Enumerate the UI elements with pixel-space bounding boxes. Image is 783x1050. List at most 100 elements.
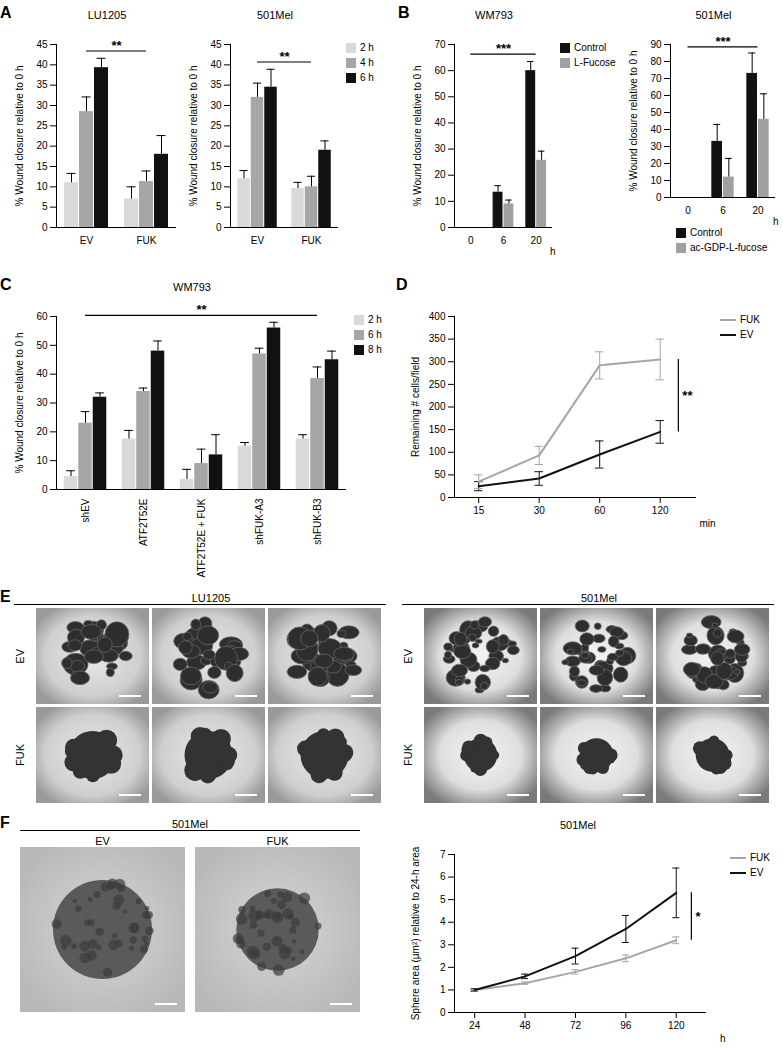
svg-text:50: 50 <box>434 91 446 102</box>
svg-text:10: 10 <box>36 181 48 192</box>
svg-text:6: 6 <box>440 871 446 882</box>
svg-text:90: 90 <box>650 39 662 50</box>
svg-text:**: ** <box>111 38 122 53</box>
svg-text:350: 350 <box>429 333 446 344</box>
svg-text:30: 30 <box>650 141 662 152</box>
svg-text:0: 0 <box>440 492 446 503</box>
svg-text:20: 20 <box>434 169 446 180</box>
svg-text:FUK: FUK <box>137 235 157 246</box>
svg-text:30: 30 <box>36 397 48 408</box>
svg-text:0: 0 <box>216 222 222 233</box>
svg-text:96: 96 <box>620 1020 632 1031</box>
svg-text:6: 6 <box>501 235 507 246</box>
svg-text:min: min <box>699 518 715 529</box>
svg-text:0: 0 <box>656 192 662 203</box>
svg-text:**: ** <box>279 49 290 64</box>
svg-text:0: 0 <box>440 222 446 233</box>
svg-text:30: 30 <box>534 505 546 516</box>
svg-text:150: 150 <box>429 424 446 435</box>
svg-text:35: 35 <box>210 79 222 90</box>
svg-text:Sphere area (µm²) relative to: Sphere area (µm²) relative to 24-h area <box>410 846 421 1020</box>
svg-text:40: 40 <box>210 59 222 70</box>
svg-text:10: 10 <box>36 455 48 466</box>
svg-text:40: 40 <box>434 117 446 128</box>
svg-text:400: 400 <box>429 311 446 322</box>
svg-text:80: 80 <box>650 56 662 67</box>
svg-text:**: ** <box>682 388 693 403</box>
svg-text:60: 60 <box>594 505 606 516</box>
svg-text:1: 1 <box>440 984 446 995</box>
svg-text:***: *** <box>715 34 731 49</box>
svg-text:60: 60 <box>650 90 662 101</box>
svg-text:30: 30 <box>210 100 222 111</box>
svg-text:***: *** <box>496 41 512 56</box>
svg-text:60: 60 <box>434 65 446 76</box>
svg-text:**: ** <box>196 302 207 317</box>
svg-text:*: * <box>695 909 701 924</box>
svg-text:0: 0 <box>440 1007 446 1018</box>
svg-text:2: 2 <box>440 962 446 973</box>
svg-text:25: 25 <box>210 120 222 131</box>
svg-text:40: 40 <box>36 368 48 379</box>
svg-text:300: 300 <box>429 356 446 367</box>
svg-text:25: 25 <box>36 120 48 131</box>
svg-text:20: 20 <box>531 235 543 246</box>
svg-text:h: h <box>773 216 779 227</box>
svg-text:50: 50 <box>36 340 48 351</box>
svg-text:% Wound closure relative to 0: % Wound closure relative to 0 h <box>628 50 639 191</box>
svg-text:% Wound closure relative to 0: % Wound closure relative to 0 h <box>188 65 199 206</box>
svg-text:4: 4 <box>440 916 446 927</box>
svg-text:h: h <box>720 1033 726 1044</box>
svg-text:% Wound closure relative to 0: % Wound closure relative to 0 h <box>14 65 25 206</box>
svg-text:% Wound closure relative to 0: % Wound closure relative to 0 h <box>14 332 25 473</box>
svg-text:shFUK-A3: shFUK-A3 <box>254 498 265 545</box>
svg-text:10: 10 <box>434 196 446 207</box>
svg-text:5: 5 <box>440 894 446 905</box>
svg-text:100: 100 <box>429 446 446 457</box>
svg-text:30: 30 <box>434 143 446 154</box>
svg-text:45: 45 <box>210 39 222 50</box>
svg-text:30: 30 <box>36 100 48 111</box>
svg-text:72: 72 <box>570 1020 582 1031</box>
svg-text:shFUK-B3: shFUK-B3 <box>312 498 323 545</box>
svg-text:50: 50 <box>650 107 662 118</box>
svg-text:shEV: shEV <box>80 498 91 522</box>
svg-text:0: 0 <box>42 222 48 233</box>
svg-text:70: 70 <box>434 39 446 50</box>
svg-text:20: 20 <box>752 205 764 216</box>
svg-text:0: 0 <box>468 235 474 246</box>
svg-text:10: 10 <box>650 175 662 186</box>
svg-text:5: 5 <box>216 201 222 212</box>
svg-text:120: 120 <box>652 505 669 516</box>
svg-text:20: 20 <box>36 426 48 437</box>
svg-text:Remaining # cells/field: Remaining # cells/field <box>410 357 421 457</box>
svg-text:ATF2T52E + FUK: ATF2T52E + FUK <box>196 498 207 577</box>
svg-text:0: 0 <box>42 484 48 495</box>
svg-text:3: 3 <box>440 939 446 950</box>
svg-text:70: 70 <box>650 73 662 84</box>
svg-text:5: 5 <box>42 201 48 212</box>
svg-text:20: 20 <box>210 140 222 151</box>
svg-text:60: 60 <box>36 311 48 322</box>
svg-text:% Wound closure relative to 0: % Wound closure relative to 0 h <box>412 65 423 206</box>
svg-text:15: 15 <box>473 505 485 516</box>
svg-text:50: 50 <box>434 469 446 480</box>
svg-text:45: 45 <box>36 39 48 50</box>
svg-text:15: 15 <box>36 161 48 172</box>
svg-text:20: 20 <box>36 140 48 151</box>
svg-text:ATF2T52E: ATF2T52E <box>138 498 149 546</box>
svg-text:6: 6 <box>720 205 726 216</box>
svg-text:7: 7 <box>440 849 446 860</box>
svg-text:250: 250 <box>429 379 446 390</box>
svg-text:EV: EV <box>80 235 94 246</box>
svg-text:h: h <box>550 246 556 257</box>
svg-text:48: 48 <box>519 1020 531 1031</box>
svg-text:35: 35 <box>36 79 48 90</box>
svg-text:24: 24 <box>469 1020 481 1031</box>
svg-text:120: 120 <box>668 1020 685 1031</box>
svg-text:0: 0 <box>685 205 691 216</box>
svg-text:15: 15 <box>210 161 222 172</box>
svg-text:EV: EV <box>251 235 265 246</box>
svg-text:10: 10 <box>210 181 222 192</box>
svg-text:40: 40 <box>650 124 662 135</box>
